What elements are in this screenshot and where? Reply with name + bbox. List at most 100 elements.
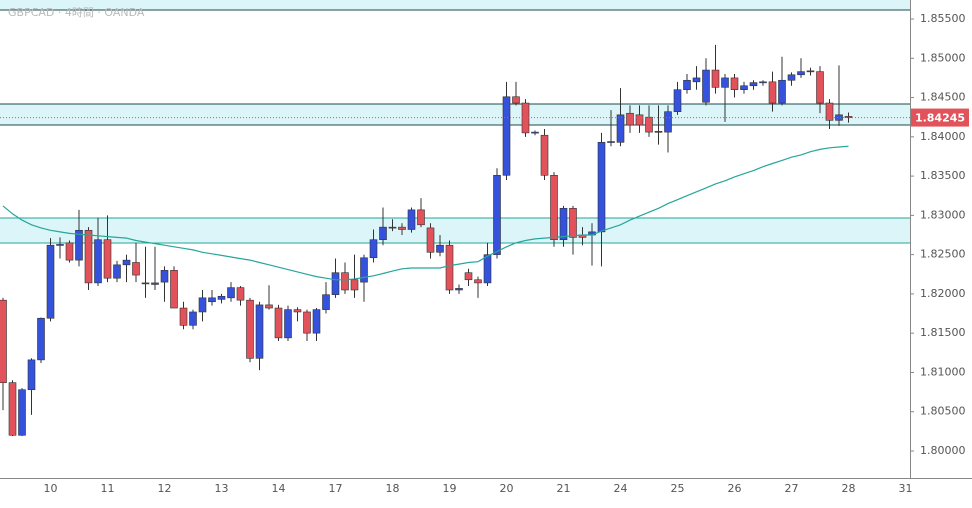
candle-body: [616, 114, 625, 143]
y-tick-label: 1.85000: [920, 51, 966, 64]
candle-body: [8, 382, 17, 436]
x-tick-label: 24: [614, 482, 628, 495]
x-tick-label: 21: [557, 482, 571, 495]
candle-body: [284, 309, 292, 339]
candle-body: [645, 116, 653, 133]
candle-body: [787, 74, 796, 81]
y-tick-label: 1.82500: [920, 248, 966, 261]
candle-body: [493, 175, 501, 255]
y-tick-label: 1.81500: [920, 326, 966, 339]
candle-body: [189, 311, 197, 326]
x-tick-label: 27: [785, 482, 799, 495]
candle-body: [0, 299, 7, 383]
y-tick-label: 1.84000: [920, 130, 966, 143]
candle-body: [208, 297, 216, 303]
candle-body: [350, 279, 359, 291]
candle-body: [27, 359, 36, 391]
candle-body: [170, 270, 178, 309]
candle-body: [293, 309, 302, 313]
price-label: 1.84245: [915, 112, 965, 125]
x-tick-label: 14: [272, 482, 286, 495]
candle-body: [255, 304, 264, 359]
candle-body: [398, 226, 406, 230]
candle-body: [65, 242, 74, 261]
candle-body: [844, 116, 853, 118]
candle-body: [198, 297, 207, 313]
candle-body: [94, 239, 102, 284]
candle-body: [702, 69, 710, 103]
candle-body: [122, 259, 131, 266]
candle-body: [455, 288, 463, 291]
candle-body: [483, 254, 492, 284]
x-tick-label: 13: [215, 482, 229, 495]
candle-body: [806, 70, 815, 73]
candle-body: [835, 114, 843, 121]
candle-body: [721, 77, 729, 88]
x-tick-label: 12: [158, 482, 172, 495]
candle-body: [464, 272, 473, 281]
candle-body: [654, 131, 663, 133]
y-tick-label: 1.80500: [920, 405, 966, 418]
candle-body: [341, 272, 349, 291]
candle-body: [246, 299, 254, 359]
candle-body: [160, 270, 169, 283]
candle-body: [626, 112, 634, 126]
zone: [0, 103, 910, 125]
y-tick-label: 1.82000: [920, 287, 966, 300]
candle-body: [331, 272, 340, 295]
candle-body: [236, 287, 245, 301]
candle-body: [227, 287, 235, 299]
candle-body: [151, 282, 159, 285]
zone: [0, 217, 910, 244]
candle-body: [369, 239, 378, 259]
candle-body: [56, 244, 64, 246]
candle-body: [692, 77, 701, 83]
y-tick-label: 1.80000: [920, 444, 966, 457]
candle-body: [312, 309, 321, 334]
moving-average: [2, 145, 849, 281]
candle-body: [740, 85, 748, 90]
candle-body: [797, 71, 805, 76]
y-tick-label: 1.85500: [920, 12, 966, 25]
x-tick-label: 18: [386, 482, 400, 495]
candle-body: [407, 209, 416, 230]
candle-body: [635, 114, 644, 126]
candle-body: [550, 175, 558, 241]
y-tick-label: 1.81000: [920, 365, 966, 378]
candle-body: [388, 226, 397, 229]
candle-body: [597, 142, 606, 233]
candle-body: [512, 96, 520, 104]
price-label-box: [911, 108, 969, 127]
candle-body: [502, 96, 511, 176]
candle-body: [474, 279, 482, 284]
candle-body: [84, 229, 93, 284]
candle-body: [113, 264, 121, 279]
candle-body: [569, 207, 577, 238]
candle-body: [426, 227, 435, 253]
candle-body: [103, 239, 112, 279]
candle-body: [75, 229, 83, 261]
candle-body: [730, 77, 739, 90]
candle-body: [417, 209, 425, 226]
candle-body: [445, 244, 454, 291]
x-tick-label: 10: [44, 482, 58, 495]
candle-body: [18, 389, 26, 436]
candle-body: [274, 307, 283, 339]
candle-body: [607, 141, 615, 143]
candle-body: [683, 79, 691, 90]
y-tick-label: 1.83500: [920, 169, 966, 182]
x-tick-label: 11: [101, 482, 115, 495]
x-tick-label: 31: [899, 482, 913, 495]
candle-body: [559, 207, 568, 241]
x-tick-label: 19: [443, 482, 457, 495]
candle-body: [141, 282, 150, 285]
candle-body: [531, 131, 539, 134]
candle-body: [379, 226, 387, 241]
candle-body: [816, 71, 824, 104]
candle-body: [360, 257, 368, 283]
zone: [0, 0, 910, 10]
x-tick-label: 26: [728, 482, 742, 495]
candle-body: [217, 295, 226, 300]
x-tick-label: 25: [671, 482, 685, 495]
